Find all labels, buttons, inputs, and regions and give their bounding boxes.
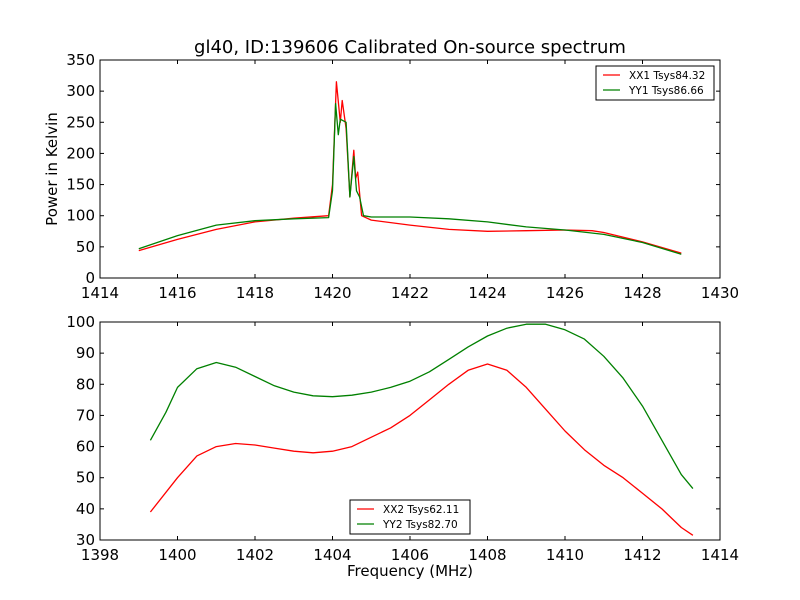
legend-box [349, 499, 471, 535]
series-line-1-1 [138, 81, 682, 254]
x-tick-label: 1400 [158, 546, 196, 564]
y-tick-label: 50 [76, 238, 95, 256]
x-tick-label: 1398 [81, 546, 119, 564]
x-axis-label: Frequency (MHz) [347, 562, 473, 580]
y-tick-label: 100 [66, 313, 95, 331]
y-tick-label: 80 [76, 375, 95, 393]
y-tick-label: 300 [66, 82, 95, 100]
series-line-2-1 [149, 363, 694, 536]
y-tick-label: 60 [76, 438, 95, 456]
y-tick-label: 50 [76, 469, 95, 487]
legend-label: YY2 Tsys82.70 [382, 519, 458, 531]
y-tick-label: 150 [66, 176, 95, 194]
legend-box [595, 65, 715, 101]
y-tick-label: 40 [76, 500, 95, 518]
x-tick-label: 1420 [313, 284, 351, 302]
y-axis-label: Power in Kelvin [43, 112, 61, 226]
x-tick-label: 1426 [546, 284, 584, 302]
x-tick-label: 1416 [158, 284, 196, 302]
x-tick-label: 1414 [81, 284, 119, 302]
y-tick-label: 70 [76, 406, 95, 424]
legend-label: XX1 Tsys84.32 [629, 70, 705, 82]
x-tick-label: 1430 [701, 284, 739, 302]
x-tick-label: 1418 [236, 284, 274, 302]
y-tick-label: 350 [66, 51, 95, 69]
x-tick-label: 1402 [236, 546, 274, 564]
series-line-2-2 [149, 323, 694, 490]
x-tick-label: 1414 [701, 546, 739, 564]
y-tick-label: 250 [66, 113, 95, 131]
x-tick-label: 1410 [546, 546, 584, 564]
series-line-1-2 [138, 102, 682, 255]
y-tick-label: 90 [76, 344, 95, 362]
x-tick-label: 1406 [391, 546, 429, 564]
y-tick-label: 30 [76, 531, 95, 549]
y-tick-label: 100 [66, 207, 95, 225]
x-tick-label: 1422 [391, 284, 429, 302]
y-tick-label: 200 [66, 144, 95, 162]
x-tick-label: 1412 [623, 546, 661, 564]
y-tick-label: 0 [85, 269, 95, 287]
x-tick-label: 1424 [468, 284, 506, 302]
x-tick-label: 1408 [468, 546, 506, 564]
chart-title: gl40, ID:139606 Calibrated On-source spe… [194, 37, 626, 58]
legend-label: XX2 Tsys62.11 [383, 504, 459, 516]
x-tick-label: 1428 [623, 284, 661, 302]
x-tick-label: 1404 [313, 546, 351, 564]
legend-label: YY1 Tsys86.66 [628, 85, 704, 97]
